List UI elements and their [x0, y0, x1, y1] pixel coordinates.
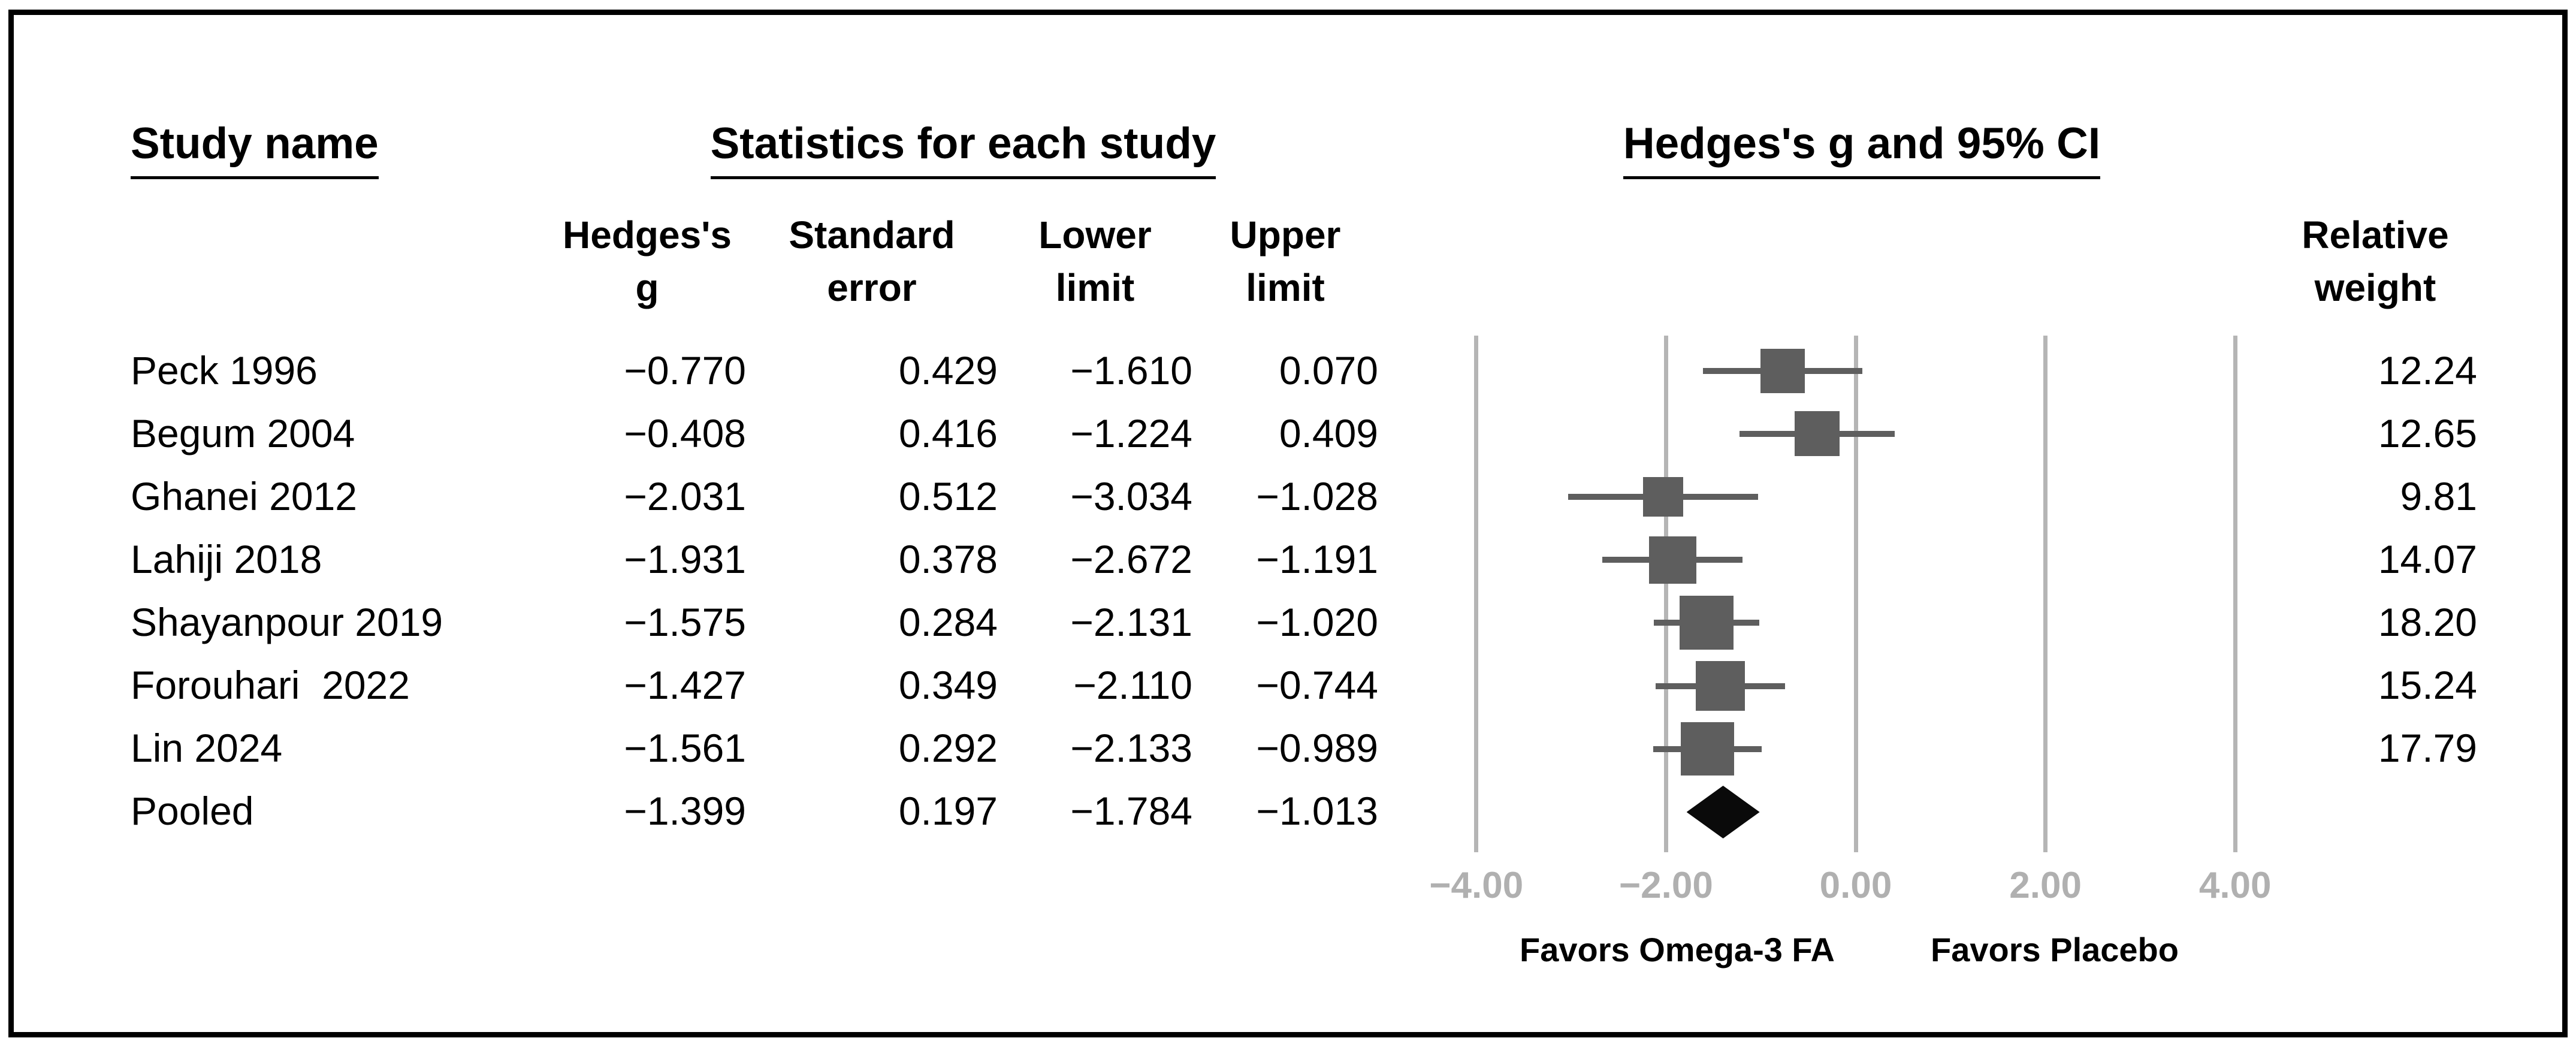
study-name: Lahiji 2018: [131, 537, 322, 581]
study-name: Lin 2024: [131, 726, 283, 770]
lower-limit-value: −2.131: [1070, 600, 1192, 644]
relative-weight-value: 18.20: [2378, 600, 2477, 644]
table-row: Lin 2024 −1.561 0.292 −2.133 −0.989 17.7…: [131, 717, 2477, 780]
standard-error-value: 0.416: [898, 411, 998, 455]
column-header-relative-weight: Relative weight: [2302, 213, 2449, 309]
study-name: Forouhari 2022: [131, 663, 410, 707]
column-header-standard-error: Standard error: [789, 213, 955, 309]
upper-limit-value: 0.070: [1279, 348, 1378, 393]
lower-limit-value: −1.784: [1070, 789, 1192, 833]
hedges-g-value: −0.770: [624, 348, 746, 393]
table-row: Begum 2004 −0.408 0.416 −1.224 0.409 12.…: [131, 402, 2477, 465]
hedges-g-value: −1.561: [624, 726, 746, 770]
lower-limit-value: −1.224: [1070, 411, 1192, 455]
hedges-g-value: −1.931: [624, 537, 746, 581]
lower-limit-value: −2.672: [1070, 537, 1192, 581]
column-header-hedges-g: Hedges's g: [563, 213, 732, 309]
statistics-header: Statistics for each study: [548, 119, 1378, 180]
table-row: Peck 1996 −0.770 0.429 −1.610 0.070 12.2…: [131, 339, 2477, 402]
upper-limit-value: −1.028: [1256, 474, 1378, 518]
hedges-g-value: −1.427: [624, 663, 746, 707]
relative-weight-value: 12.24: [2378, 348, 2477, 393]
hedges-g-value: −1.575: [624, 600, 746, 644]
study-table: Peck 1996 −0.770 0.429 −1.610 0.070 12.2…: [131, 339, 2477, 843]
upper-limit-value: −1.020: [1256, 600, 1378, 644]
plot-title-text: Hedges's g and 95% CI: [1623, 119, 2101, 180]
table-row: Lahiji 2018 −1.931 0.378 −2.672 −1.191 1…: [131, 528, 2477, 591]
upper-limit-value: −0.989: [1256, 726, 1378, 770]
study-name: Begum 2004: [131, 411, 355, 455]
relative-weight-value: 12.65: [2378, 411, 2477, 455]
relative-weight-value: 15.24: [2378, 663, 2477, 707]
lower-limit-value: −2.133: [1070, 726, 1192, 770]
standard-error-value: 0.292: [898, 726, 998, 770]
standard-error-value: 0.349: [898, 663, 998, 707]
column-headers: Hedges's g Standard error Lower limit Upper…: [131, 209, 2477, 322]
standard-error-value: 0.284: [898, 600, 998, 644]
table-row: Ghanei 2012 −2.031 0.512 −3.034 −1.028 9…: [131, 465, 2477, 528]
standard-error-value: 0.197: [898, 789, 998, 833]
standard-error-value: 0.378: [898, 537, 998, 581]
hedges-g-value: −0.408: [624, 411, 746, 455]
lower-limit-value: −3.034: [1070, 474, 1192, 518]
upper-limit-value: 0.409: [1279, 411, 1378, 455]
study-name: Shayanpour 2019: [131, 600, 443, 644]
upper-limit-value: −1.191: [1256, 537, 1378, 581]
column-header-lower-limit: Lower limit: [1038, 213, 1152, 309]
table-row: Shayanpour 2019 −1.575 0.284 −2.131 −1.0…: [131, 591, 2477, 654]
column-header-upper-limit: Upper limit: [1230, 213, 1341, 309]
hedges-g-value: −2.031: [624, 474, 746, 518]
table-row: Forouhari 2022 −1.427 0.349 −2.110 −0.74…: [131, 654, 2477, 717]
table-row-pooled: Pooled −1.399 0.197 −1.784 −1.013: [131, 780, 2477, 843]
relative-weight-value: 9.81: [2400, 474, 2477, 518]
study-name: Peck 1996: [131, 348, 318, 393]
upper-limit-value: −1.013: [1256, 789, 1378, 833]
relative-weight-value: [2273, 780, 2477, 843]
study-name: Pooled: [131, 789, 254, 833]
hedges-g-value: −1.399: [624, 789, 746, 833]
relative-weight-value: 17.79: [2378, 726, 2477, 770]
relative-weight-value: 14.07: [2378, 537, 2477, 581]
standard-error-value: 0.429: [898, 348, 998, 393]
standard-error-value: 0.512: [898, 474, 998, 518]
study-name-header: Study name: [131, 119, 379, 180]
statistics-header-text: Statistics for each study: [710, 119, 1216, 180]
plot-title: Hedges's g and 95% CI: [1382, 119, 2341, 180]
upper-limit-value: −0.744: [1256, 663, 1378, 707]
study-name: Ghanei 2012: [131, 474, 357, 518]
lower-limit-value: −2.110: [1073, 663, 1192, 707]
study-name-header-text: Study name: [131, 119, 379, 180]
figure-border: [8, 10, 2568, 1037]
lower-limit-value: −1.610: [1070, 348, 1192, 393]
